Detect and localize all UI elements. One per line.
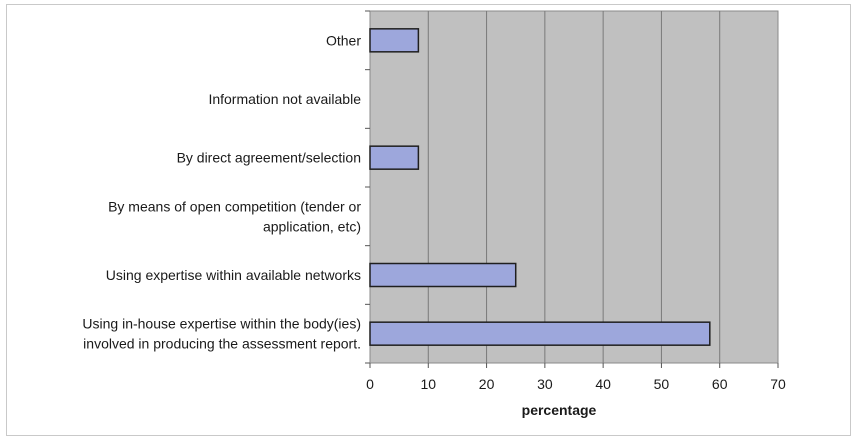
category-label: Other (326, 32, 361, 48)
x-tick-label: 70 (770, 376, 786, 392)
category-label: By means of open competition (tender or (108, 198, 361, 214)
x-axis-title: percentage (522, 402, 597, 418)
category-label: Information not available (208, 91, 361, 107)
x-tick-label: 10 (420, 376, 436, 392)
category-label: Using expertise within available network… (106, 267, 361, 283)
category-label: By direct agreement/selection (177, 150, 361, 166)
plot-area (369, 10, 779, 364)
x-tick-label: 20 (479, 376, 495, 392)
x-tick-label: 0 (366, 376, 374, 392)
x-axis-ticks: 0 10 20 30 40 50 60 70 (365, 10, 786, 392)
bar (369, 28, 420, 53)
x-tick-label: 40 (595, 376, 611, 392)
category-label: application, etc) (263, 218, 361, 234)
x-tick-label: 60 (712, 376, 728, 392)
category-label: involved in producing the assessment rep… (83, 336, 361, 352)
bar (369, 321, 711, 346)
bars (369, 28, 711, 346)
category-labels: Other Information not available By direct … (82, 32, 361, 351)
category-label: Using in-house expertise within the body… (82, 316, 361, 332)
bar (369, 145, 420, 170)
x-tick-label: 30 (537, 376, 553, 392)
bar (369, 262, 517, 288)
x-tick-label: 50 (654, 376, 670, 392)
gridlines (427, 11, 721, 363)
